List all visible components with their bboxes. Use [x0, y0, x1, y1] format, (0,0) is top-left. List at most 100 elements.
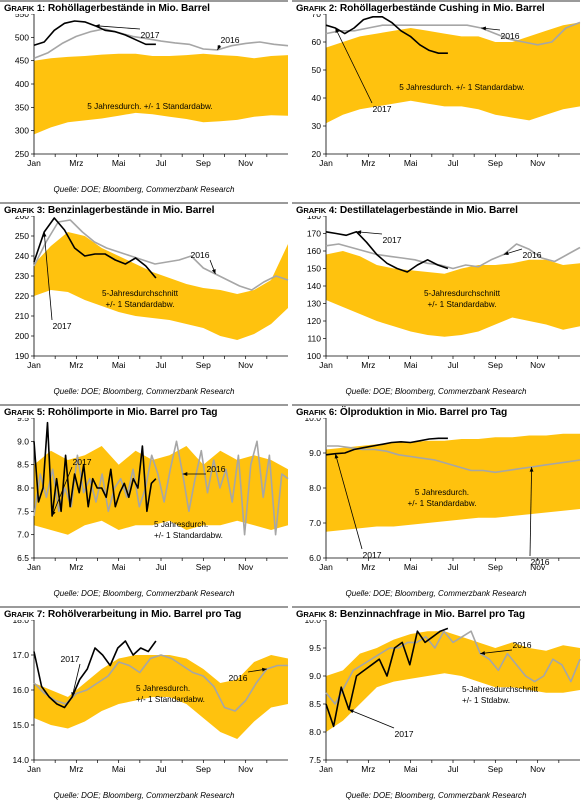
- y-tick-label: 170: [307, 229, 321, 239]
- source-note: Quelle: DOE; Bloomberg, Commerzbank Rese…: [345, 589, 527, 598]
- y-tick-label: 10.0: [304, 418, 321, 423]
- x-tick-label: Jan: [27, 562, 41, 572]
- band-label: 5 Jahresdurch. +/- 1 Standardabw.: [399, 83, 524, 92]
- y-tick-label: 10.0: [304, 620, 321, 625]
- y-tick-label: 9.0: [17, 436, 29, 446]
- y-tick-label: 7.0: [309, 518, 321, 528]
- annotation-arrowhead: [356, 230, 362, 235]
- chart-svg: 250 300 350 400 450 500 550 Jan Mrz Mai Jul Sep Nov 5…: [15, 14, 289, 168]
- annotation-arrowhead: [335, 28, 340, 33]
- annotation-arrow: [348, 709, 395, 729]
- y-tick-label: 7.0: [17, 530, 29, 540]
- chart-panel-4: GRAFIK 4: Destillatelagerbestände in Mio…: [292, 202, 584, 403]
- annotation-arrow: [94, 25, 141, 30]
- series-line-2016: [33, 28, 289, 60]
- band-label: 5-Jahresdurchschnitt: [424, 289, 501, 298]
- series-line-2016: [33, 219, 289, 291]
- chart-panel-3: GRAFIK 3: Benzinlagerbestände in Mio. Ba…: [0, 202, 292, 403]
- source-note: Quelle: DOE; Bloomberg, Commerzbank Rese…: [53, 791, 235, 800]
- annotation-arrowhead: [94, 24, 100, 28]
- y-tick-label: 140: [307, 281, 321, 291]
- y-tick-label: 8.5: [309, 699, 321, 709]
- panel-header-rule: [0, 202, 288, 219]
- x-tick-label: Jan: [319, 158, 333, 168]
- x-tick-label: Mai: [112, 562, 126, 572]
- y-tick-label: 250: [15, 149, 29, 159]
- y-tick-label: 14.0: [12, 755, 29, 765]
- chart-panel-8: GRAFIK 8: Benzinnachfrage in Mio. Barrel…: [292, 606, 584, 807]
- y-tick-label: 9.0: [309, 448, 321, 458]
- x-tick-label: Mai: [112, 764, 126, 774]
- x-tick-label: Sep: [196, 158, 211, 168]
- x-tick-label: Mai: [404, 158, 418, 168]
- panel-header-rule: [292, 606, 580, 623]
- series-line-2016: [33, 654, 288, 712]
- y-tick-label: 180: [307, 216, 321, 221]
- x-tick-label: Sep: [488, 562, 503, 572]
- annotation-label-2016: 2016: [228, 673, 247, 683]
- x-tick-label: Sep: [488, 764, 503, 774]
- y-tick-label: 190: [15, 351, 29, 361]
- x-tick-label: Mrz: [361, 360, 375, 370]
- x-tick-label: Nov: [238, 764, 254, 774]
- y-tick-label: 50: [312, 65, 322, 75]
- series-line-2017: [325, 15, 448, 55]
- annotation-arrow: [335, 27, 373, 104]
- panel-header-rule: [0, 606, 288, 623]
- y-tick-label: 18.0: [12, 620, 29, 625]
- annotation-label-2016: 2016: [206, 464, 225, 474]
- y-tick-label: 16.0: [12, 685, 29, 695]
- band-label: +/- 1 Stdabw.: [462, 696, 510, 705]
- annotation-arrowhead: [261, 667, 267, 672]
- y-tick-label: 200: [15, 331, 29, 341]
- chart-svg: 14.0 15.0 16.0 17.0 18.0 Jan Mrz Mai Jul Sep Nov 5 …: [12, 620, 288, 774]
- x-tick-label: Jan: [27, 158, 41, 168]
- annotation-label-2016: 2016: [530, 557, 549, 567]
- chart-svg: 7.5 8.0 8.5 9.0 9.5 10.0 Jan Mrz Mai Jul Sep Nov 5-J…: [304, 620, 581, 774]
- annotation-label-2017: 2017: [394, 729, 413, 739]
- chart-title: GRAFIK 6: Ölproduktion in Mio. Barrel pr…: [296, 407, 508, 418]
- annotation-arrowhead: [42, 232, 47, 237]
- band-area: [34, 232, 288, 340]
- x-tick-label: Mai: [404, 360, 418, 370]
- y-tick-label: 60: [312, 37, 322, 47]
- band-area: [34, 655, 288, 739]
- band-label: +/- 1 Standardabw.: [154, 531, 223, 540]
- x-tick-label: Jul: [448, 158, 459, 168]
- x-tick-label: Mai: [404, 764, 418, 774]
- source-note: Quelle: DOE; Bloomberg, Commerzbank Rese…: [53, 589, 235, 598]
- x-tick-label: Mai: [404, 562, 418, 572]
- x-tick-label: Mrz: [361, 764, 375, 774]
- series-line-2017: [33, 421, 157, 517]
- x-tick-label: Mrz: [361, 562, 375, 572]
- x-tick-label: Nov: [530, 158, 546, 168]
- annotation-label-2016: 2016: [512, 640, 531, 650]
- band-label: 5 Jahresdurch.: [415, 488, 469, 497]
- x-tick-label: Jul: [448, 764, 459, 774]
- x-tick-label: Jan: [27, 360, 41, 370]
- series-line-2017: [33, 20, 156, 47]
- annotation-arrow: [51, 466, 73, 517]
- x-tick-label: Jan: [319, 562, 333, 572]
- annotation-arrow: [529, 466, 533, 557]
- chart-title: GRAFIK 5: Rohölimporte in Mio. Barrel pr…: [4, 407, 218, 418]
- y-tick-label: 20: [312, 149, 322, 159]
- x-tick-label: Jan: [319, 764, 333, 774]
- annotation-arrowhead: [182, 472, 188, 476]
- band-label: 5 Jahresdurch. +/- 1 Standardabw.: [87, 102, 212, 111]
- band-label: +/- 1 Standardabw.: [408, 499, 477, 508]
- x-tick-label: Jul: [448, 360, 459, 370]
- chart-panel-2: GRAFIK 2: Rohöllagerbestände Cushing in …: [292, 0, 584, 201]
- y-tick-label: 400: [15, 79, 29, 89]
- y-tick-label: 9.5: [17, 418, 29, 423]
- source-note: Quelle: DOE; Bloomberg, Commerzbank Rese…: [345, 387, 527, 396]
- series-line-2016: [325, 630, 581, 705]
- series-line-2016: [325, 243, 581, 270]
- x-tick-label: Nov: [238, 562, 254, 572]
- y-tick-label: 240: [15, 251, 29, 261]
- series-line-2017: [33, 217, 157, 279]
- y-tick-label: 8.0: [17, 483, 29, 493]
- source-note: Quelle: DOE; Bloomberg, Commerzbank Rese…: [345, 791, 527, 800]
- x-tick-label: Jul: [156, 360, 167, 370]
- annotation-label-2017: 2017: [52, 321, 71, 331]
